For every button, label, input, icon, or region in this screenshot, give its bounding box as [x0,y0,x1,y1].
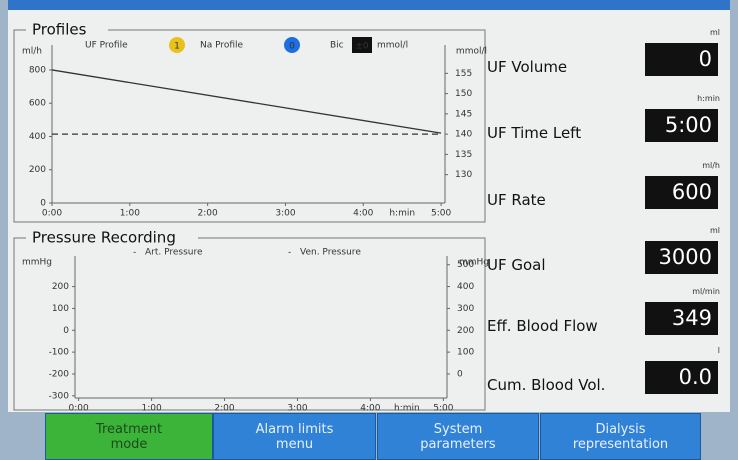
y2-tick-label: 0 [457,369,463,379]
x-tick-label: 0:00 [42,209,62,219]
button-label: mode [46,437,212,452]
legend-dash: - [288,248,291,258]
y2-tick-label: 140 [455,130,472,140]
y2-tick-label: 155 [455,69,472,79]
legend-label: Na Profile [200,41,244,51]
y-axis-label: ml/h [22,47,42,57]
y2-tick-label: 100 [457,348,474,358]
readout-label: UF Goal [487,256,546,274]
readout-unit: ml/h [702,161,720,170]
y2-tick-label: 400 [457,282,474,292]
readout-value: 3000 [645,241,718,274]
button-label: representation [541,437,700,452]
chart-title: Pressure Recording [32,229,176,247]
x-unit: h:min [389,209,415,219]
button-label: Treatment [46,422,212,437]
y-tick-label: 0 [63,326,69,336]
x-tick-label: 4:00 [360,404,380,413]
y-tick-label: -300 [49,391,70,401]
chart-frame [14,30,485,222]
readout-value: 5:00 [645,109,718,142]
readout-value: 349 [645,302,718,335]
readout-unit: l [718,346,720,355]
y2-tick-label: 130 [455,170,472,180]
x-tick-label: 4:00 [353,209,373,219]
readout-label: Cum. Blood Vol. [487,376,605,394]
readout-unit: h:min [697,94,720,103]
screen: Profilesml/hmmol/l0200400600800130135140… [0,0,738,460]
y-tick-label: 100 [52,304,69,314]
readout-value: 0.0 [645,361,718,394]
button-label: menu [214,437,375,452]
button-label: Alarm limits [214,422,375,437]
button-label: System [378,422,538,437]
x-tick-label: 1:00 [120,209,140,219]
series-line [52,70,441,133]
readout-label: UF Volume [487,58,567,76]
button-label: parameters [378,437,538,452]
y-tick-label: -200 [49,369,70,379]
y2-tick-label: 200 [457,326,474,336]
y-tick-label: 200 [52,282,69,292]
readout-value: 600 [645,176,718,209]
y2-tick-label: 500 [457,260,474,270]
bic-label: Bic [330,41,344,51]
legend-label: UF Profile [85,41,128,51]
readout-unit: ml [710,28,720,37]
legend-label: Ven. Pressure [300,248,361,258]
readout-unit: ml/min [692,287,720,296]
x-tick-label: 2:00 [198,209,218,219]
chart-frame [14,238,485,410]
y-tick-label: 200 [29,165,46,175]
legend-badge-text: 0 [289,42,295,52]
y-tick-label: 800 [29,65,46,75]
legend-label: Art. Pressure [145,248,203,258]
x-tick-label: 3:00 [287,404,307,413]
y-axis-label: mmHg [22,258,52,268]
button-label: Dialysis [541,422,700,437]
x-tick-label: 1:00 [141,404,161,413]
readout-value: 0 [645,43,718,76]
y2-tick-label: 135 [455,150,472,160]
chart-title: Profiles [32,21,87,39]
y2-tick-label: 145 [455,109,472,119]
readout-unit: ml [710,226,720,235]
bic-badge-text: ±0 [355,42,369,52]
bic-unit: mmol/l [377,41,408,51]
x-unit: h:min [394,404,420,413]
y-tick-label: -100 [49,348,70,358]
legend-dash: - [133,248,136,258]
x-tick-label: 2:00 [214,404,234,413]
x-tick-label: 5:00 [433,404,453,413]
readout-label: Eff. Blood Flow [487,317,598,335]
legend-badge-text: 1 [174,42,180,52]
x-tick-label: 5:00 [431,209,451,219]
x-tick-label: 3:00 [275,209,295,219]
y2-axis-label: mmol/l [456,47,487,57]
y-tick-label: 600 [29,99,46,109]
x-tick-label: 0:00 [69,404,89,413]
y-tick-label: 0 [40,199,46,209]
readout-label: UF Rate [487,191,546,209]
y2-tick-label: 300 [457,304,474,314]
y-tick-label: 400 [29,132,46,142]
readout-label: UF Time Left [487,124,581,142]
y2-tick-label: 150 [455,89,472,99]
